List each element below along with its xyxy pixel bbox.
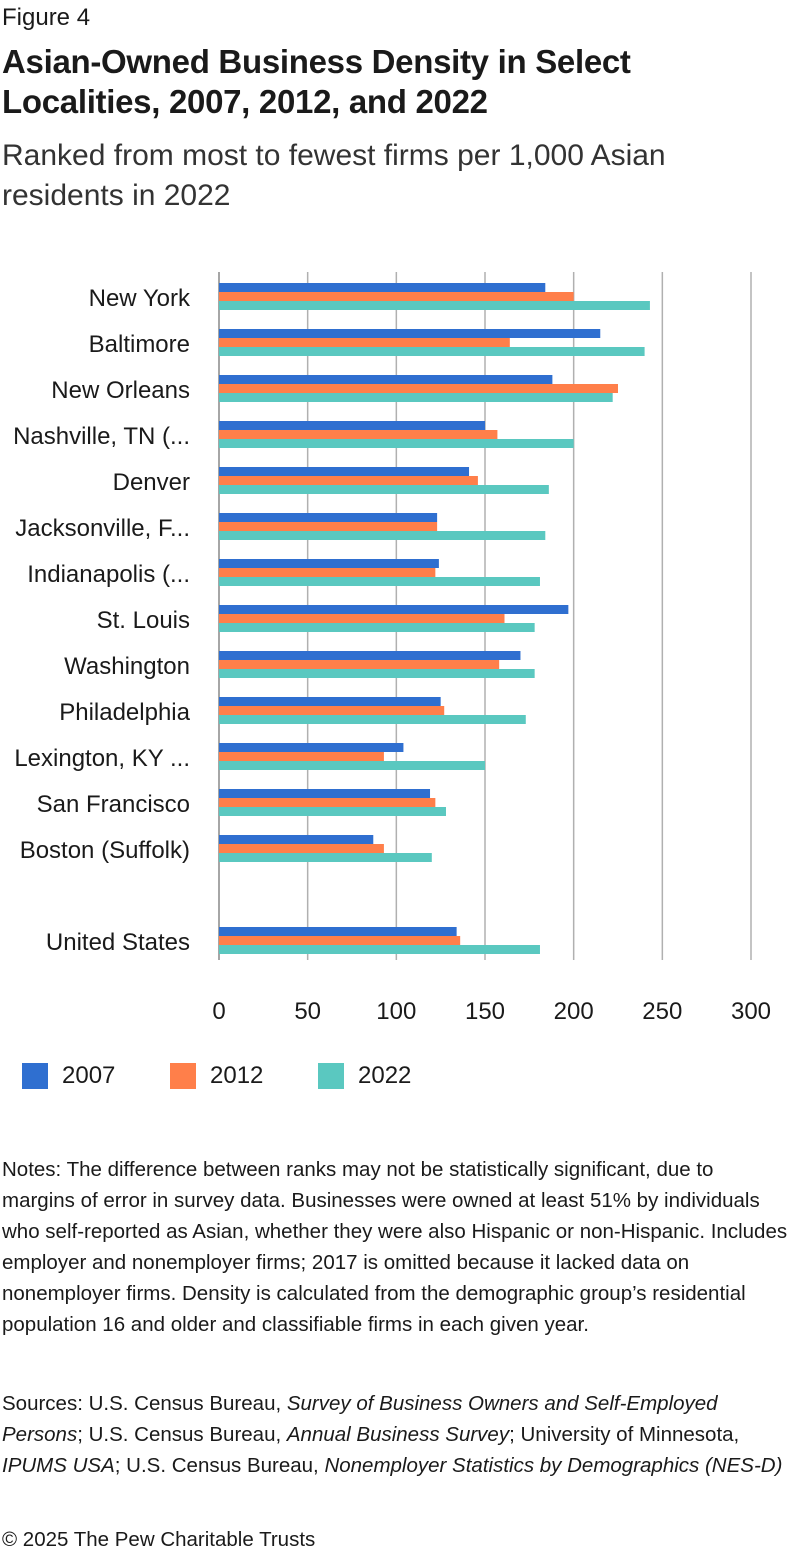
bar-2007 [219, 467, 470, 476]
category-label: Baltimore [89, 331, 190, 358]
category-label: Washington [64, 653, 190, 680]
category-label: Denver [113, 469, 190, 496]
legend-item-2007: 2007 [22, 1062, 170, 1090]
legend-swatch-2022 [318, 1063, 344, 1089]
category-label: Nashville, TN (... [13, 423, 190, 450]
x-tick-label: 150 [465, 998, 505, 1025]
legend-swatch-2007 [22, 1063, 48, 1089]
bar-2012 [219, 706, 445, 715]
bar-2022 [219, 531, 546, 540]
bar-2007 [219, 329, 601, 338]
bar-2007 [219, 651, 521, 660]
bar-2022 [219, 393, 613, 402]
notes: Notes: The difference between ranks may … [2, 1158, 788, 1336]
legend-label-2007: 2007 [62, 1062, 116, 1089]
bar-2007 [219, 835, 374, 844]
x-tick-label: 300 [731, 998, 771, 1025]
bar-2012 [219, 430, 498, 439]
figure-label: Figure 4 [2, 4, 91, 31]
bar-2012 [219, 384, 618, 393]
bar-2012 [219, 798, 436, 807]
legend-item-2022: 2022 [318, 1062, 466, 1090]
category-label: St. Louis [97, 607, 190, 634]
sources: Sources: U.S. Census Bureau, Survey of B… [2, 1388, 790, 1481]
source-ipums: IPUMS USA [2, 1454, 115, 1477]
bar-2012 [219, 522, 438, 531]
bar-2022 [219, 807, 446, 816]
x-tick-label: 100 [376, 998, 416, 1025]
legend-label-2012: 2012 [210, 1062, 264, 1089]
bar-2007 [219, 421, 485, 430]
bar-2022 [219, 439, 574, 448]
bar-2007 [219, 789, 431, 798]
bar-2022 [219, 623, 535, 632]
bar-2022 [219, 301, 650, 310]
legend-swatch-2012 [170, 1063, 196, 1089]
legend: 2007 2012 2022 [22, 1062, 466, 1090]
source-nesd: Nonemployer Statistics by Demographics (… [324, 1454, 783, 1477]
bar-2007 [219, 605, 569, 614]
category-label: Philadelphia [59, 699, 190, 726]
source-abs: Annual Business Survey [286, 1423, 510, 1446]
bar-2007 [219, 743, 404, 752]
bar-2012 [219, 338, 510, 347]
bar-chart: 0 50 100 150 200 250 300 New York Baltimore New O… [13, 272, 771, 1025]
bar-2007 [219, 697, 441, 706]
bar-2022 [219, 669, 535, 678]
bar-2007 [219, 927, 457, 936]
bar-2012 [219, 660, 500, 669]
bar-2012 [219, 614, 505, 623]
x-tick-label: 200 [554, 998, 594, 1025]
bar-2007 [219, 375, 553, 384]
bar-2012 [219, 292, 574, 301]
bar-2012 [219, 752, 384, 761]
category-label: New Orleans [51, 377, 190, 404]
category-label: United States [46, 929, 190, 956]
copyright: © 2025 The Pew Charitable Trusts [2, 1528, 316, 1551]
bar-2022 [219, 945, 540, 954]
bar-2022 [219, 577, 540, 586]
x-tick-label: 250 [642, 998, 682, 1025]
category-label: Boston (Suffolk) [20, 837, 190, 864]
sources-prefix: Sources: U.S. Census Bureau, [2, 1392, 287, 1415]
legend-item-2012: 2012 [170, 1062, 318, 1090]
legend-label-2022: 2022 [358, 1062, 412, 1089]
bar-2012 [219, 476, 478, 485]
sources-sep3: ; U.S. Census Bureau, [114, 1454, 325, 1477]
bar-2007 [219, 513, 438, 522]
bar-2022 [219, 715, 526, 724]
source-sbo: Survey of Business Owners and Self-Emplo… [2, 1392, 718, 1446]
sources-sep2: ; University of Minnesota, [509, 1423, 740, 1446]
chart-subtitle: Ranked from most to fewest firms per 1,0… [2, 139, 666, 212]
bar-2007 [219, 559, 439, 568]
bar-2012 [219, 568, 436, 577]
bar-2022 [219, 853, 432, 862]
bar-2012 [219, 844, 384, 853]
category-label: Jacksonville, F... [15, 515, 190, 542]
bar-2022 [219, 347, 645, 356]
x-tick-label: 50 [294, 998, 321, 1025]
bar-2022 [219, 485, 549, 494]
sources-sep1: ; U.S. Census Bureau, [77, 1423, 287, 1446]
chart-title: Asian-Owned Business Density in Select L… [2, 43, 631, 120]
bar-2022 [219, 761, 485, 770]
bar-2012 [219, 936, 461, 945]
x-tick-label: 0 [212, 998, 225, 1025]
category-label: Indianapolis (... [27, 561, 190, 588]
category-label: New York [89, 285, 191, 312]
bar-2007 [219, 283, 546, 292]
category-label: Lexington, KY ... [14, 745, 190, 772]
category-label: San Francisco [37, 791, 190, 818]
